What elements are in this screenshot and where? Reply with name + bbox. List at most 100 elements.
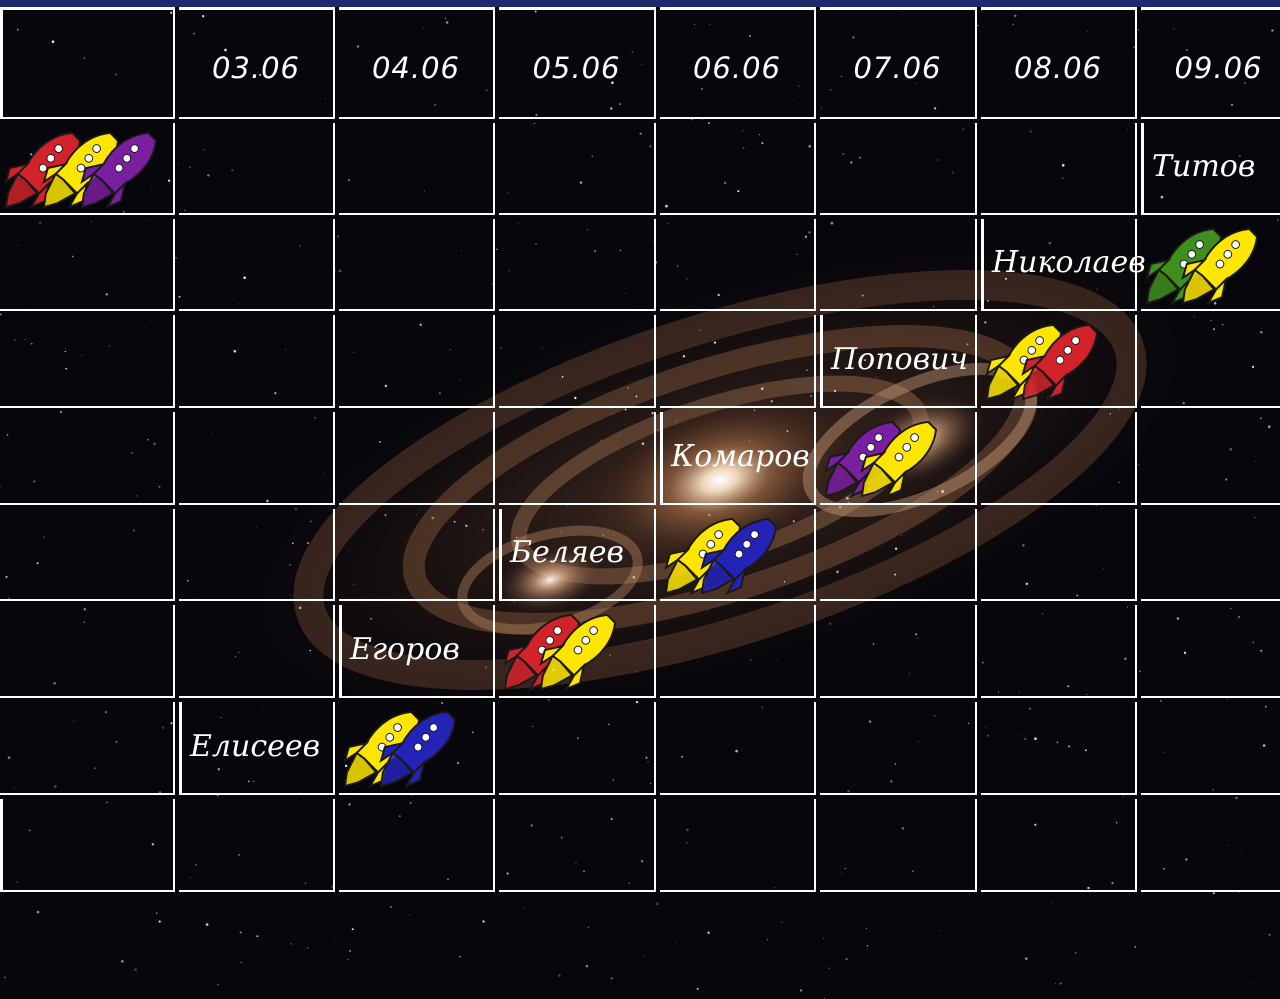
star — [1086, 693, 1088, 695]
star — [294, 507, 298, 511]
star — [1011, 136, 1013, 137]
star — [1137, 29, 1140, 31]
star — [723, 181, 727, 185]
star — [336, 235, 340, 238]
star — [652, 240, 654, 242]
star — [962, 128, 964, 130]
date-header-cell: 09.06 — [1141, 7, 1280, 119]
star — [655, 902, 659, 906]
star — [158, 485, 161, 488]
star — [298, 314, 300, 316]
star — [828, 622, 832, 625]
name-cell: Николаев — [981, 219, 1146, 311]
date-label: 09.06 — [1174, 51, 1263, 85]
star — [389, 905, 392, 908]
star — [713, 341, 717, 344]
star — [561, 375, 564, 378]
name-cell: Елисеев — [179, 702, 335, 795]
day-cell — [499, 702, 656, 795]
star — [575, 862, 577, 864]
star — [830, 221, 834, 225]
star — [823, 937, 824, 939]
star — [639, 132, 642, 135]
day-cell — [339, 412, 495, 505]
star — [864, 359, 867, 362]
star — [636, 671, 638, 673]
star — [599, 439, 602, 442]
cosmonaut-name: Комаров — [671, 438, 810, 474]
star — [306, 541, 310, 545]
day-cell — [660, 605, 816, 698]
star — [143, 327, 145, 329]
star — [783, 581, 786, 583]
star — [1041, 612, 1044, 615]
star — [38, 221, 42, 225]
name-cell: Егоров — [339, 605, 495, 698]
star — [1252, 641, 1255, 644]
star — [309, 649, 312, 652]
star — [424, 190, 426, 192]
star — [402, 57, 405, 60]
star — [81, 354, 83, 356]
star — [915, 82, 917, 84]
star — [36, 562, 39, 565]
star — [1118, 481, 1121, 484]
star — [1226, 698, 1228, 700]
star — [331, 885, 334, 888]
star — [5, 575, 8, 579]
star — [83, 57, 86, 59]
star — [868, 720, 872, 723]
star — [593, 249, 597, 253]
star — [855, 75, 858, 78]
rocket-icon — [80, 131, 158, 210]
day-cell — [339, 509, 495, 601]
star — [106, 801, 108, 804]
star — [1144, 567, 1145, 569]
star — [441, 702, 443, 704]
star — [1124, 657, 1127, 660]
day-cell — [1141, 702, 1280, 795]
star — [938, 930, 940, 932]
star — [708, 122, 710, 125]
star — [517, 222, 520, 224]
star — [241, 647, 244, 649]
star — [894, 547, 898, 550]
rocket-icon — [700, 517, 778, 596]
star — [167, 179, 171, 182]
day-cell — [499, 219, 656, 311]
star — [377, 204, 379, 206]
star — [976, 24, 979, 27]
star — [627, 387, 629, 389]
name-cell: Беляев — [499, 509, 656, 601]
cosmonaut-name: Титов — [1152, 149, 1256, 185]
star — [694, 24, 695, 25]
star — [640, 860, 644, 863]
star — [189, 877, 191, 879]
star — [384, 384, 388, 388]
star — [675, 941, 677, 943]
star — [696, 987, 699, 990]
star — [841, 872, 843, 874]
star — [289, 564, 292, 566]
star — [566, 505, 568, 507]
star — [1012, 23, 1015, 26]
star — [609, 654, 611, 657]
star — [370, 617, 372, 620]
star — [915, 633, 918, 636]
day-cell — [1141, 799, 1280, 892]
star — [533, 122, 536, 125]
star — [453, 520, 456, 523]
star — [1087, 30, 1088, 32]
star — [641, 442, 645, 445]
star — [347, 178, 351, 182]
star — [446, 878, 450, 881]
star — [1048, 241, 1052, 245]
day-cell — [0, 605, 175, 698]
star — [71, 255, 74, 258]
star — [1159, 799, 1161, 801]
date-label: 06.06 — [692, 51, 782, 85]
date-header-cell: 03.06 — [179, 7, 335, 119]
star — [647, 761, 649, 763]
star — [415, 470, 417, 472]
star — [212, 433, 214, 435]
